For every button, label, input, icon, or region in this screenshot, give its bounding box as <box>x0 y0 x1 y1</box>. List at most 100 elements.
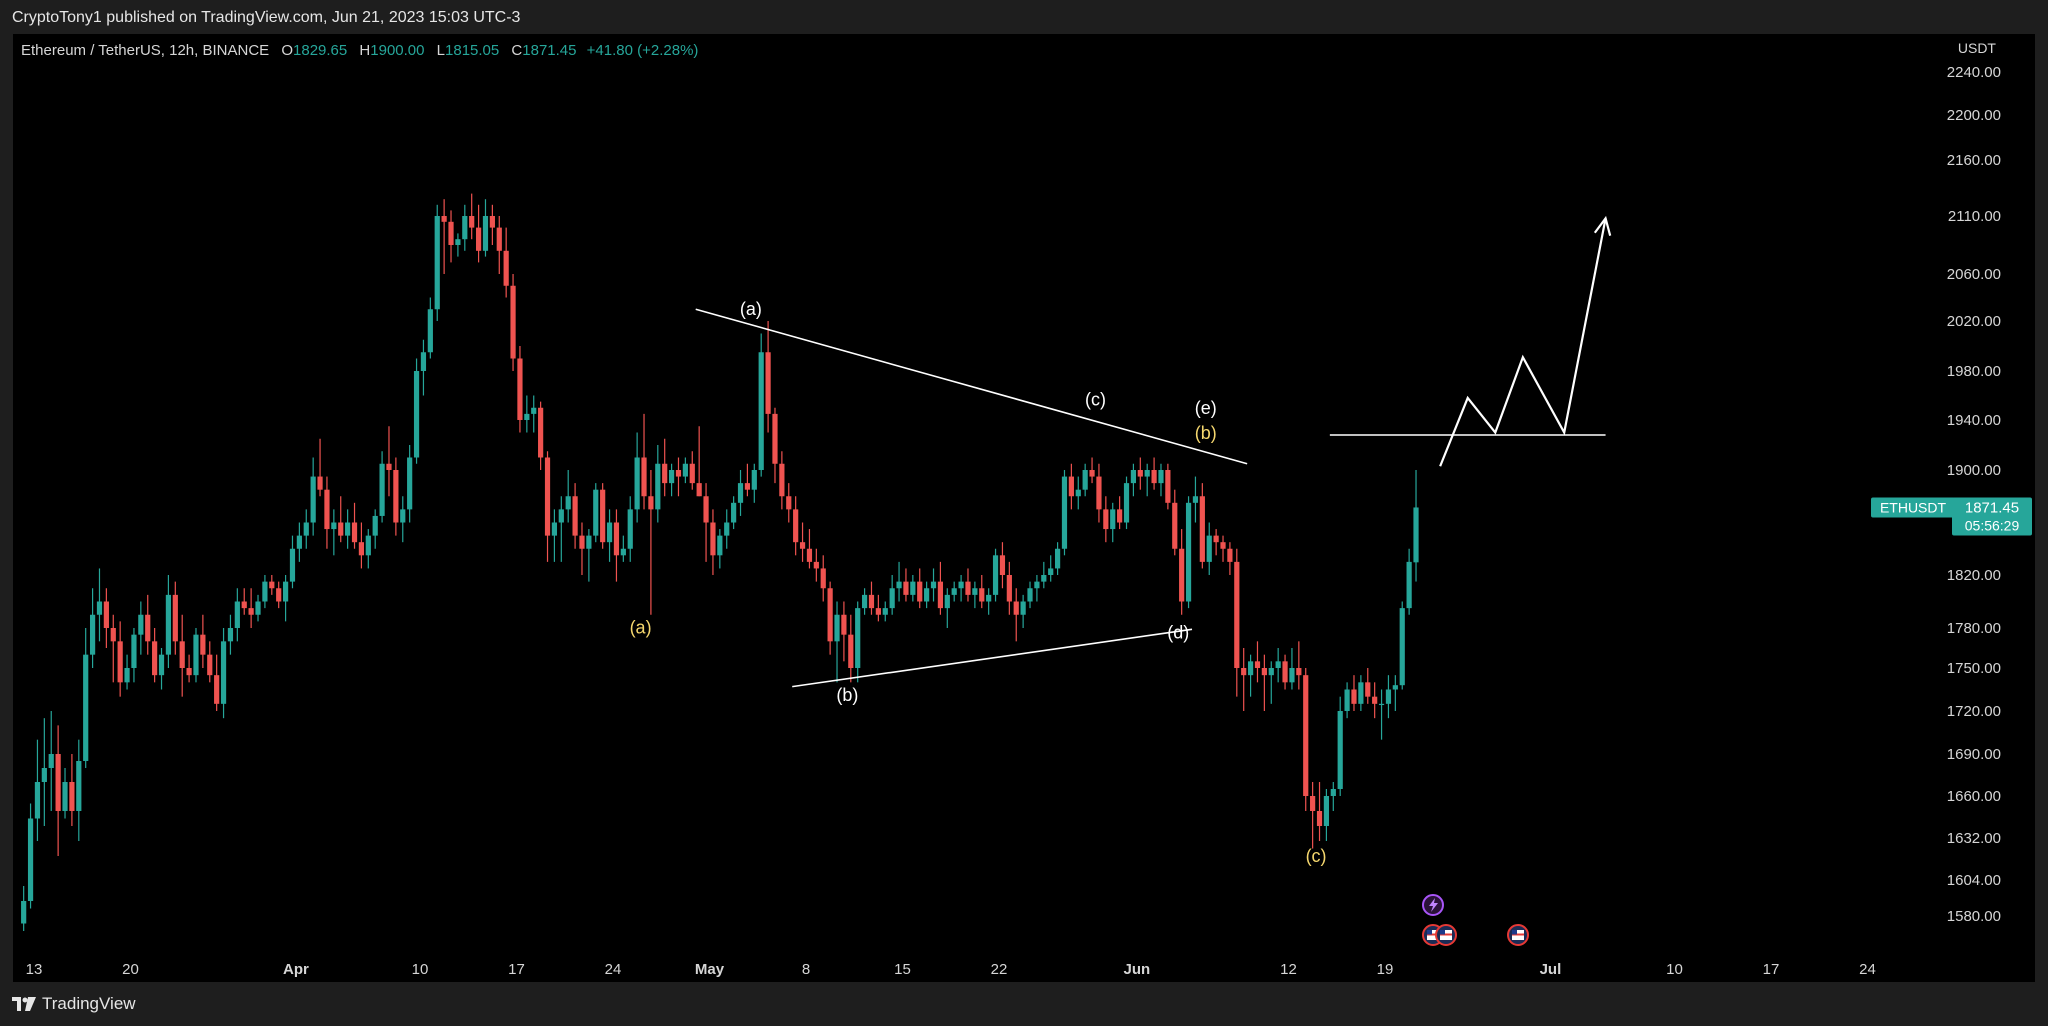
y-tick-label: 2240.00 <box>1947 64 2001 81</box>
wave-label: (a) <box>630 617 652 637</box>
candle-body <box>999 555 1006 575</box>
candle-body <box>827 588 833 642</box>
candle-body <box>1206 535 1212 562</box>
candle-body <box>289 548 296 582</box>
candle-body <box>779 463 785 497</box>
candle-body <box>234 601 240 628</box>
candle-body <box>1378 703 1385 706</box>
publish-header-bar: CryptoTony1 published on TradingView.com… <box>0 0 2048 34</box>
wave-label: (c) <box>1306 846 1327 866</box>
candle-body <box>1165 470 1171 503</box>
bar-countdown: 05:56:29 <box>1965 517 2020 533</box>
low-value: 1815.05 <box>445 42 500 59</box>
candle-body <box>1406 561 1412 609</box>
candle-body <box>710 522 716 556</box>
candle-body <box>179 641 185 668</box>
candle-body <box>600 489 606 543</box>
candle-body <box>579 535 585 549</box>
candle-body <box>1310 796 1316 811</box>
candle-body <box>503 250 509 286</box>
tradingview-logo[interactable]: TradingView <box>12 994 136 1014</box>
candle-body <box>572 496 578 536</box>
y-tick-label: 1720.00 <box>1947 703 2001 720</box>
candle-body <box>551 522 558 536</box>
open-value: 1829.65 <box>293 42 348 59</box>
candle-body <box>365 535 371 556</box>
low-label: L <box>436 42 446 59</box>
candle-body <box>937 581 944 609</box>
x-tick-label: 8 <box>802 961 810 978</box>
candle-body <box>1199 496 1205 562</box>
x-tick-label: 17 <box>1763 961 1780 978</box>
candle-body <box>1061 476 1068 549</box>
candle-body <box>255 601 261 615</box>
flag-stripe <box>1512 933 1524 936</box>
y-tick-label: 1980.00 <box>1947 363 2001 380</box>
candle-body <box>910 581 916 595</box>
x-tick-label: Jun <box>1124 961 1151 978</box>
candle-body <box>1006 575 1012 602</box>
candle-body <box>751 470 757 490</box>
candle-body <box>965 581 971 595</box>
candle-body <box>193 634 199 676</box>
change-value: +41.80 (+2.28%) <box>586 42 699 59</box>
candle-body <box>269 581 275 589</box>
candle-body <box>331 522 337 530</box>
candle-body <box>372 515 378 536</box>
candle-body <box>1110 509 1116 530</box>
candle-body <box>103 601 109 628</box>
y-tick-label: 1632.00 <box>1947 830 2001 847</box>
candle-body <box>1247 661 1254 676</box>
candle-body <box>1261 668 1267 676</box>
candle-body <box>227 628 234 642</box>
candle-body <box>1399 608 1405 686</box>
projection-arrow-icon <box>1593 215 1612 237</box>
candle-body <box>214 675 220 704</box>
candle-body <box>1323 796 1330 826</box>
candle-body <box>1392 685 1398 690</box>
candle-body <box>1103 509 1109 530</box>
candle-body <box>386 463 392 470</box>
x-tick-label: 12 <box>1280 961 1297 978</box>
wave-label: (b) <box>836 685 858 705</box>
candle-body <box>903 581 909 595</box>
y-tick-label: 1604.00 <box>1947 872 2001 889</box>
symbol-tag <box>1871 497 1955 518</box>
candle-body <box>992 555 999 595</box>
candle-body <box>110 628 116 642</box>
candle-body <box>1241 668 1247 676</box>
candle-body <box>448 221 454 245</box>
us-flag-event-icon <box>1507 924 1529 946</box>
candle-body <box>986 594 992 602</box>
tradingview-logo-icon <box>12 997 36 1011</box>
candle-body <box>834 614 840 642</box>
candle-body <box>1365 682 1371 697</box>
symbol-tag-label: ETHUSDT <box>1880 499 1947 515</box>
price-chart[interactable]: (a) (b) (c) (d) (e) (b) (a) (c) USDT 2240.00 2200… <box>13 34 2035 982</box>
candle-body <box>806 548 813 562</box>
chart-panel[interactable]: (a) (b) (c) (d) (e) (b) (a) (c) USDT 2240.00 2200… <box>13 34 2035 982</box>
candle-body <box>62 782 68 811</box>
y-tick-label: 1820.00 <box>1947 567 2001 584</box>
candle-body <box>1144 470 1150 477</box>
candle-body <box>21 901 27 924</box>
candle-body <box>1123 483 1130 523</box>
candle-body <box>606 522 613 543</box>
y-tick-label: 2060.00 <box>1947 266 2001 283</box>
y-tick-label: 1940.00 <box>1947 412 2001 429</box>
last-price-value: 1871.45 <box>1965 499 2019 516</box>
candle-body <box>820 568 826 589</box>
candle-body <box>413 371 420 458</box>
wave-label: (d) <box>1167 623 1189 643</box>
candle-body <box>1220 542 1226 549</box>
flag-stripe <box>1427 933 1439 936</box>
trendline-upper <box>695 308 1248 465</box>
candle-body <box>69 782 75 811</box>
candle-body <box>358 542 365 556</box>
y-tick-label: 2200.00 <box>1947 107 2001 124</box>
y-tick-label: 1580.00 <box>1947 908 2001 925</box>
candle-body <box>662 463 668 484</box>
candle-body <box>1054 548 1061 569</box>
flag-canton <box>1427 930 1432 935</box>
x-tick-label: May <box>695 961 725 978</box>
